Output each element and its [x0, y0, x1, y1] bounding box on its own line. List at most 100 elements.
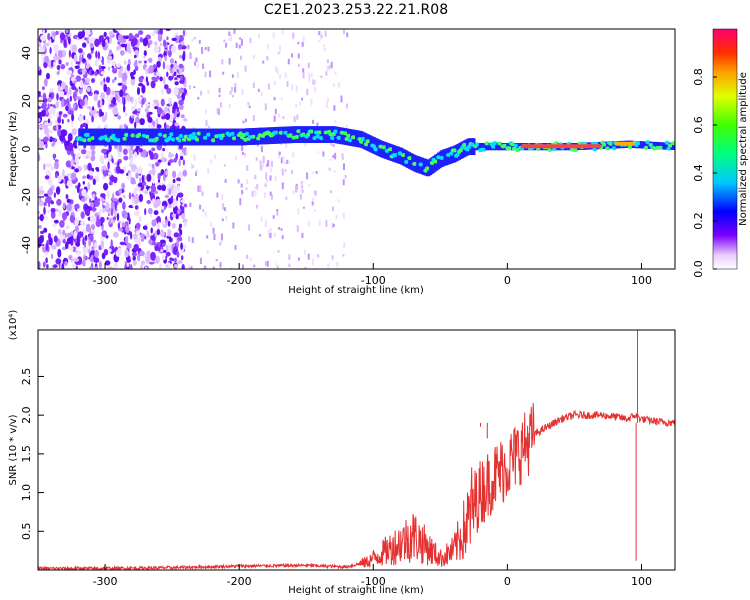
speckle — [162, 61, 166, 70]
speckle — [297, 257, 300, 261]
ridge-band — [292, 126, 296, 143]
speckle — [85, 223, 91, 233]
speckle — [148, 261, 155, 265]
speckle — [66, 198, 72, 204]
speckle — [270, 228, 272, 232]
speckle — [167, 220, 171, 227]
speckle — [65, 194, 69, 200]
speckle — [40, 34, 47, 42]
speckle — [161, 156, 166, 163]
speckle — [74, 203, 80, 210]
speckle — [179, 155, 184, 161]
speckle — [124, 112, 128, 117]
speckle — [159, 42, 162, 47]
speckle — [158, 263, 163, 269]
speckle — [301, 184, 304, 192]
speckle — [59, 90, 65, 98]
speckle — [271, 194, 273, 200]
speckle — [279, 74, 281, 80]
ridge-band — [644, 141, 648, 149]
speckle — [52, 107, 56, 116]
speckle — [50, 253, 54, 259]
ridge-core — [424, 166, 430, 171]
speckle — [83, 115, 86, 121]
speckle — [53, 153, 56, 161]
speckle — [138, 148, 144, 153]
speckle — [87, 162, 92, 171]
speckle — [205, 120, 208, 127]
speckle — [139, 37, 144, 43]
speckle — [234, 83, 237, 87]
ridge-hot-core — [520, 144, 602, 149]
speckle — [161, 88, 164, 95]
speckle — [265, 219, 267, 226]
speckle — [60, 64, 66, 70]
speckle — [333, 170, 336, 173]
speckle — [71, 128, 78, 136]
speckle — [264, 223, 267, 228]
speckle — [101, 115, 106, 123]
speckle — [38, 106, 42, 110]
speckle — [228, 58, 231, 65]
speckle — [292, 34, 295, 37]
speckle — [48, 136, 54, 143]
speckle — [81, 197, 86, 203]
speckle — [199, 257, 202, 264]
speckle — [188, 236, 191, 242]
speckle — [197, 185, 200, 192]
speckle — [117, 161, 120, 168]
speckle — [262, 156, 265, 163]
speckle — [122, 194, 126, 199]
speckle — [178, 88, 185, 94]
ridge-band — [664, 142, 667, 150]
speckle — [232, 95, 234, 98]
speckle — [244, 153, 247, 156]
speckle — [190, 54, 193, 59]
speckle — [70, 60, 73, 69]
speckle — [332, 206, 334, 212]
speckle — [91, 246, 95, 251]
speckle — [187, 44, 190, 50]
speckle — [241, 144, 244, 151]
speckle — [99, 80, 105, 86]
ridge-band — [255, 127, 259, 145]
speckle — [297, 63, 300, 67]
speckle — [342, 254, 345, 257]
speckle — [120, 50, 125, 56]
speckle — [71, 44, 78, 53]
speckle — [260, 145, 263, 153]
speckle — [67, 109, 74, 115]
speckle — [165, 29, 171, 32]
speckle — [117, 222, 121, 229]
speckle — [126, 242, 132, 249]
speckle — [178, 63, 184, 69]
ridge-band — [337, 127, 341, 144]
ridge-core — [605, 146, 611, 151]
speckle — [269, 232, 272, 239]
speckle — [75, 241, 81, 247]
ridge-core — [220, 133, 226, 138]
speckle — [195, 171, 197, 177]
speckle — [255, 157, 258, 161]
speckle — [124, 60, 127, 65]
ridge-band — [409, 153, 413, 170]
ridge-band — [160, 128, 164, 146]
ridge-core — [658, 145, 664, 150]
speckle — [209, 70, 212, 78]
speckle — [56, 64, 61, 71]
ridge-core — [373, 147, 379, 152]
speckle — [131, 105, 137, 111]
speckle — [264, 261, 267, 266]
speckle — [112, 68, 118, 74]
speckle — [172, 73, 175, 79]
y-tick-label: 1.5 — [20, 445, 33, 463]
speckle — [111, 158, 114, 164]
speckle — [170, 195, 174, 204]
speckle — [281, 171, 284, 176]
speckle — [260, 91, 263, 97]
speckle — [150, 185, 157, 193]
speckle — [260, 216, 263, 222]
speckle — [343, 29, 345, 35]
speckle — [54, 161, 59, 170]
speckle — [147, 116, 153, 123]
